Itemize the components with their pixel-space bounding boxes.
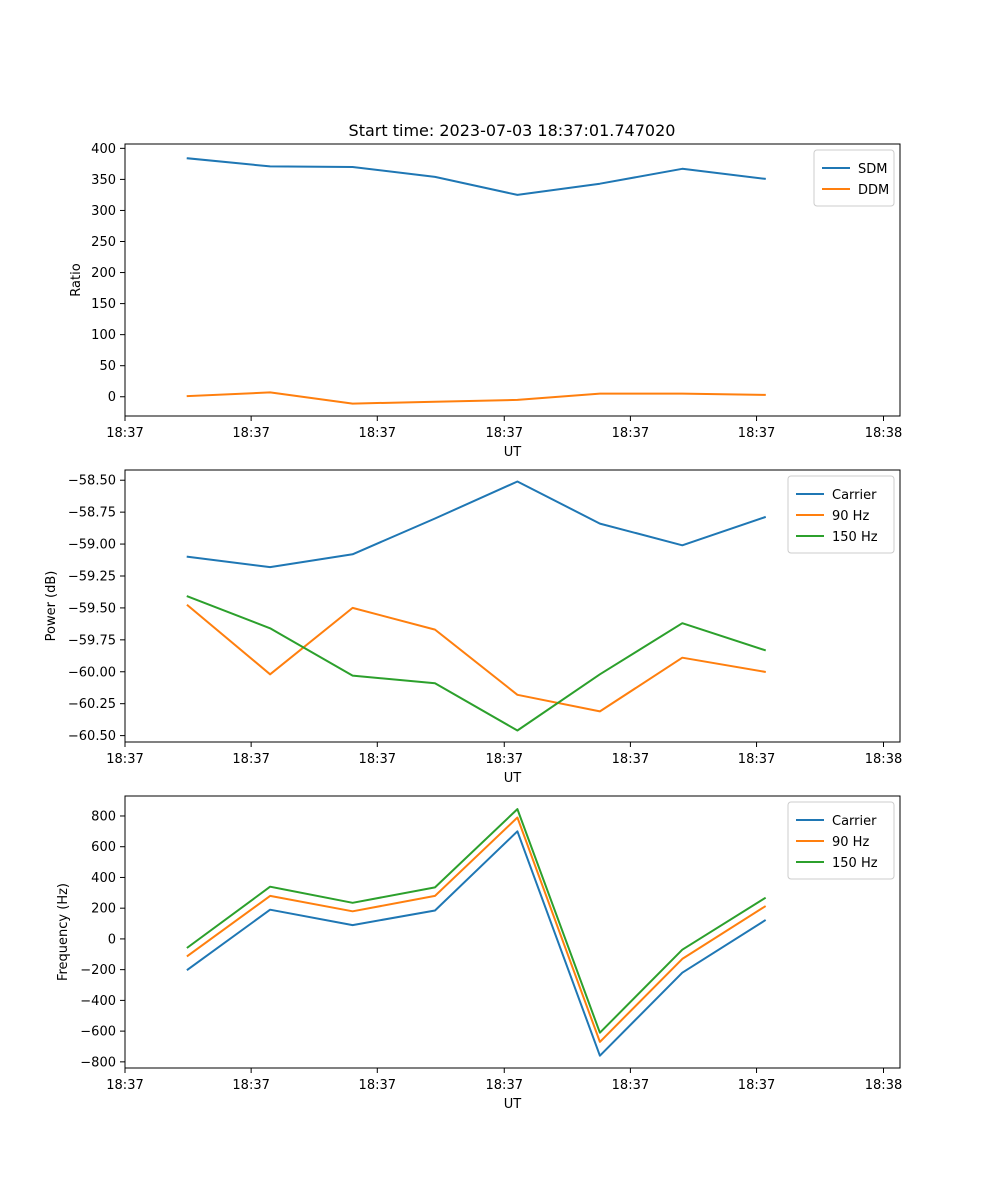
y-axis-label: Ratio — [69, 263, 84, 296]
legend-label: SDM — [858, 162, 887, 177]
y-tick-label: −60.50 — [68, 729, 116, 744]
y-tick-label: 200 — [91, 902, 116, 917]
x-tick-label: 18:37 — [106, 752, 143, 767]
x-tick-label: 18:37 — [486, 1078, 523, 1093]
y-tick-label: 400 — [91, 871, 116, 886]
y-tick-label: 250 — [91, 235, 116, 250]
y-axis-label: Power (dB) — [44, 571, 59, 642]
legend-box — [787, 475, 895, 554]
y-tick-label: −59.50 — [68, 601, 116, 616]
x-tick-label: 18:37 — [232, 752, 269, 767]
x-tick-label: 18:37 — [359, 426, 396, 441]
series-line-150-hz — [186, 595, 767, 732]
y-tick-label: 350 — [91, 173, 116, 188]
x-tick-label: 18:38 — [865, 1078, 902, 1093]
series-line-sdm — [186, 157, 766, 196]
y-tick-label: −600 — [80, 1025, 116, 1040]
legend-label: Carrier — [832, 488, 877, 503]
y-tick-label: −58.75 — [68, 506, 116, 521]
x-tick-label: 18:38 — [865, 752, 902, 767]
y-tick-label: −58.50 — [68, 474, 116, 489]
y-tick-label: 200 — [91, 266, 116, 281]
y-tick-label: −59.25 — [68, 569, 116, 584]
x-tick-label: 18:37 — [106, 1078, 143, 1093]
x-tick-label: 18:37 — [738, 1078, 775, 1093]
y-tick-label: −200 — [80, 963, 116, 978]
legend-label: DDM — [858, 183, 889, 198]
y-tick-label: −800 — [80, 1055, 116, 1070]
x-axis-label: UT — [504, 771, 522, 786]
y-tick-label: 400 — [91, 142, 116, 157]
x-tick-label: 18:37 — [612, 1078, 649, 1093]
y-tick-label: 50 — [99, 359, 116, 374]
y-axis-label: Frequency (Hz) — [56, 883, 71, 981]
x-tick-label: 18:37 — [232, 1078, 269, 1093]
x-tick-label: 18:37 — [359, 752, 396, 767]
series-line-ddm — [186, 391, 766, 405]
legend-label: 150 Hz — [832, 530, 878, 545]
legend-label: Carrier — [832, 814, 877, 829]
x-tick-label: 18:37 — [612, 752, 649, 767]
x-axis-label: UT — [504, 445, 522, 460]
y-tick-label: −400 — [80, 994, 116, 1009]
x-tick-label: 18:37 — [738, 426, 775, 441]
y-tick-label: −60.25 — [68, 697, 116, 712]
series-line-90-hz — [186, 603, 766, 713]
y-tick-label: 100 — [91, 328, 116, 343]
x-tick-label: 18:37 — [612, 426, 649, 441]
figure-title: Start time: 2023-07-03 18:37:01.747020 — [349, 121, 676, 140]
legend: Carrier 90 Hz 150 Hz — [787, 475, 895, 554]
y-tick-label: 300 — [91, 204, 116, 219]
y-tick-label: 800 — [91, 809, 116, 824]
frequency-panel: 18:37 18:37 18:37 18:37 18:37 18:37 18:38 −800 −… — [56, 795, 902, 1112]
y-tick-label: 150 — [91, 297, 116, 312]
legend-label: 150 Hz — [832, 856, 878, 871]
series-line-90-hz — [186, 816, 767, 1043]
series-line-carrier — [186, 830, 767, 1057]
x-tick-label: 18:37 — [486, 426, 523, 441]
x-tick-label: 18:37 — [106, 426, 143, 441]
y-tick-label: 600 — [91, 840, 116, 855]
y-tick-label: 0 — [108, 390, 116, 405]
x-tick-label: 18:37 — [738, 752, 775, 767]
axes-frame — [124, 795, 901, 1069]
axes-frame — [124, 469, 901, 743]
x-tick-label: 18:38 — [865, 426, 902, 441]
y-tick-label: −59.75 — [68, 633, 116, 648]
legend: SDM DDM — [813, 149, 895, 207]
legend-label: 90 Hz — [832, 835, 869, 850]
y-tick-label: 0 — [108, 932, 116, 947]
series-line-150-hz — [186, 808, 767, 1034]
axes-frame — [124, 143, 901, 417]
x-axis-label: UT — [504, 1097, 522, 1112]
x-tick-label: 18:37 — [359, 1078, 396, 1093]
legend: Carrier 90 Hz 150 Hz — [787, 801, 895, 880]
series-line-carrier — [186, 480, 767, 569]
x-tick-label: 18:37 — [232, 426, 269, 441]
legend-label: 90 Hz — [832, 509, 869, 524]
ratio-panel: 18:37 18:37 18:37 18:37 18:37 18:37 18:38 0 50 10… — [69, 142, 902, 460]
x-tick-label: 18:37 — [486, 752, 523, 767]
legend-box — [787, 801, 895, 880]
y-tick-label: −60.00 — [68, 665, 116, 680]
legend-box — [813, 149, 895, 207]
power-panel: 18:37 18:37 18:37 18:37 18:37 18:37 18:38 −60.5… — [44, 469, 902, 786]
y-tick-label: −59.00 — [68, 538, 116, 553]
